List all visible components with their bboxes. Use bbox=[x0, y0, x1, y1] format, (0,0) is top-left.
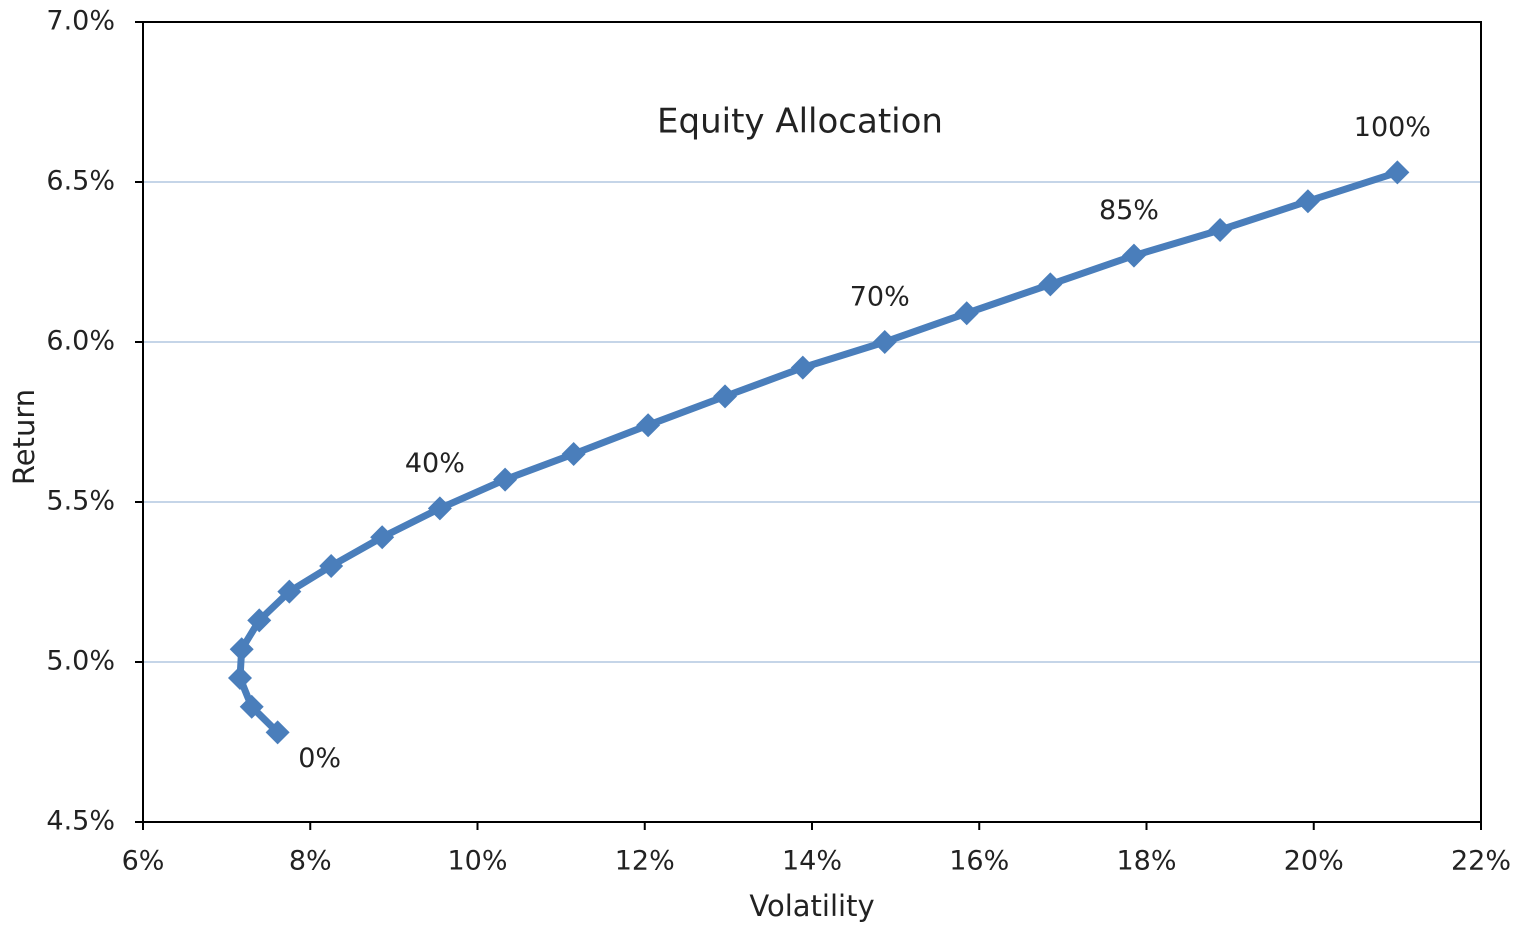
x-tick-label: 20% bbox=[1284, 846, 1344, 877]
marker bbox=[713, 384, 738, 409]
marker bbox=[247, 608, 272, 633]
x-tick-label: 18% bbox=[1116, 846, 1176, 877]
x-tick-label: 10% bbox=[447, 846, 507, 877]
marker bbox=[277, 579, 302, 604]
y-tick-label: 5.0% bbox=[46, 646, 115, 677]
point-label: 70% bbox=[850, 282, 910, 313]
plot-frame bbox=[142, 21, 1482, 823]
marker bbox=[561, 442, 586, 466]
y-tick-label: 6.0% bbox=[46, 326, 115, 357]
point-label: 85% bbox=[1099, 195, 1159, 226]
y-tick-label: 5.5% bbox=[46, 486, 115, 517]
x-tick-label: 16% bbox=[949, 846, 1009, 877]
x-tick-label: 12% bbox=[615, 846, 675, 877]
annotation: Equity Allocation bbox=[657, 102, 943, 142]
point-label: 100% bbox=[1354, 112, 1431, 143]
marker bbox=[427, 496, 452, 521]
marker bbox=[954, 301, 979, 326]
x-axis-title: Volatility bbox=[749, 889, 874, 923]
marker bbox=[319, 554, 344, 578]
marker bbox=[790, 355, 815, 380]
marker bbox=[1295, 189, 1320, 214]
y-axis-title: Return bbox=[7, 389, 41, 485]
marker bbox=[1121, 243, 1146, 268]
y-tick-label: 7.0% bbox=[46, 6, 115, 37]
x-tick-label: 14% bbox=[782, 846, 842, 877]
point-label: 0% bbox=[298, 743, 341, 774]
marker bbox=[370, 525, 395, 550]
marker bbox=[1208, 218, 1233, 242]
marker bbox=[636, 413, 661, 438]
marker bbox=[1385, 160, 1410, 185]
marker bbox=[493, 467, 518, 492]
marker bbox=[872, 330, 897, 354]
x-tick-label: 22% bbox=[1451, 846, 1511, 877]
marker bbox=[265, 720, 290, 745]
x-tick-label: 8% bbox=[289, 846, 332, 877]
marker bbox=[228, 666, 253, 690]
y-tick-label: 6.5% bbox=[46, 166, 115, 197]
x-tick-label: 6% bbox=[122, 846, 165, 877]
marker bbox=[229, 637, 254, 662]
marker bbox=[239, 694, 264, 719]
marker bbox=[1038, 272, 1063, 297]
point-label: 40% bbox=[405, 448, 465, 479]
y-tick-label: 4.5% bbox=[46, 806, 115, 837]
